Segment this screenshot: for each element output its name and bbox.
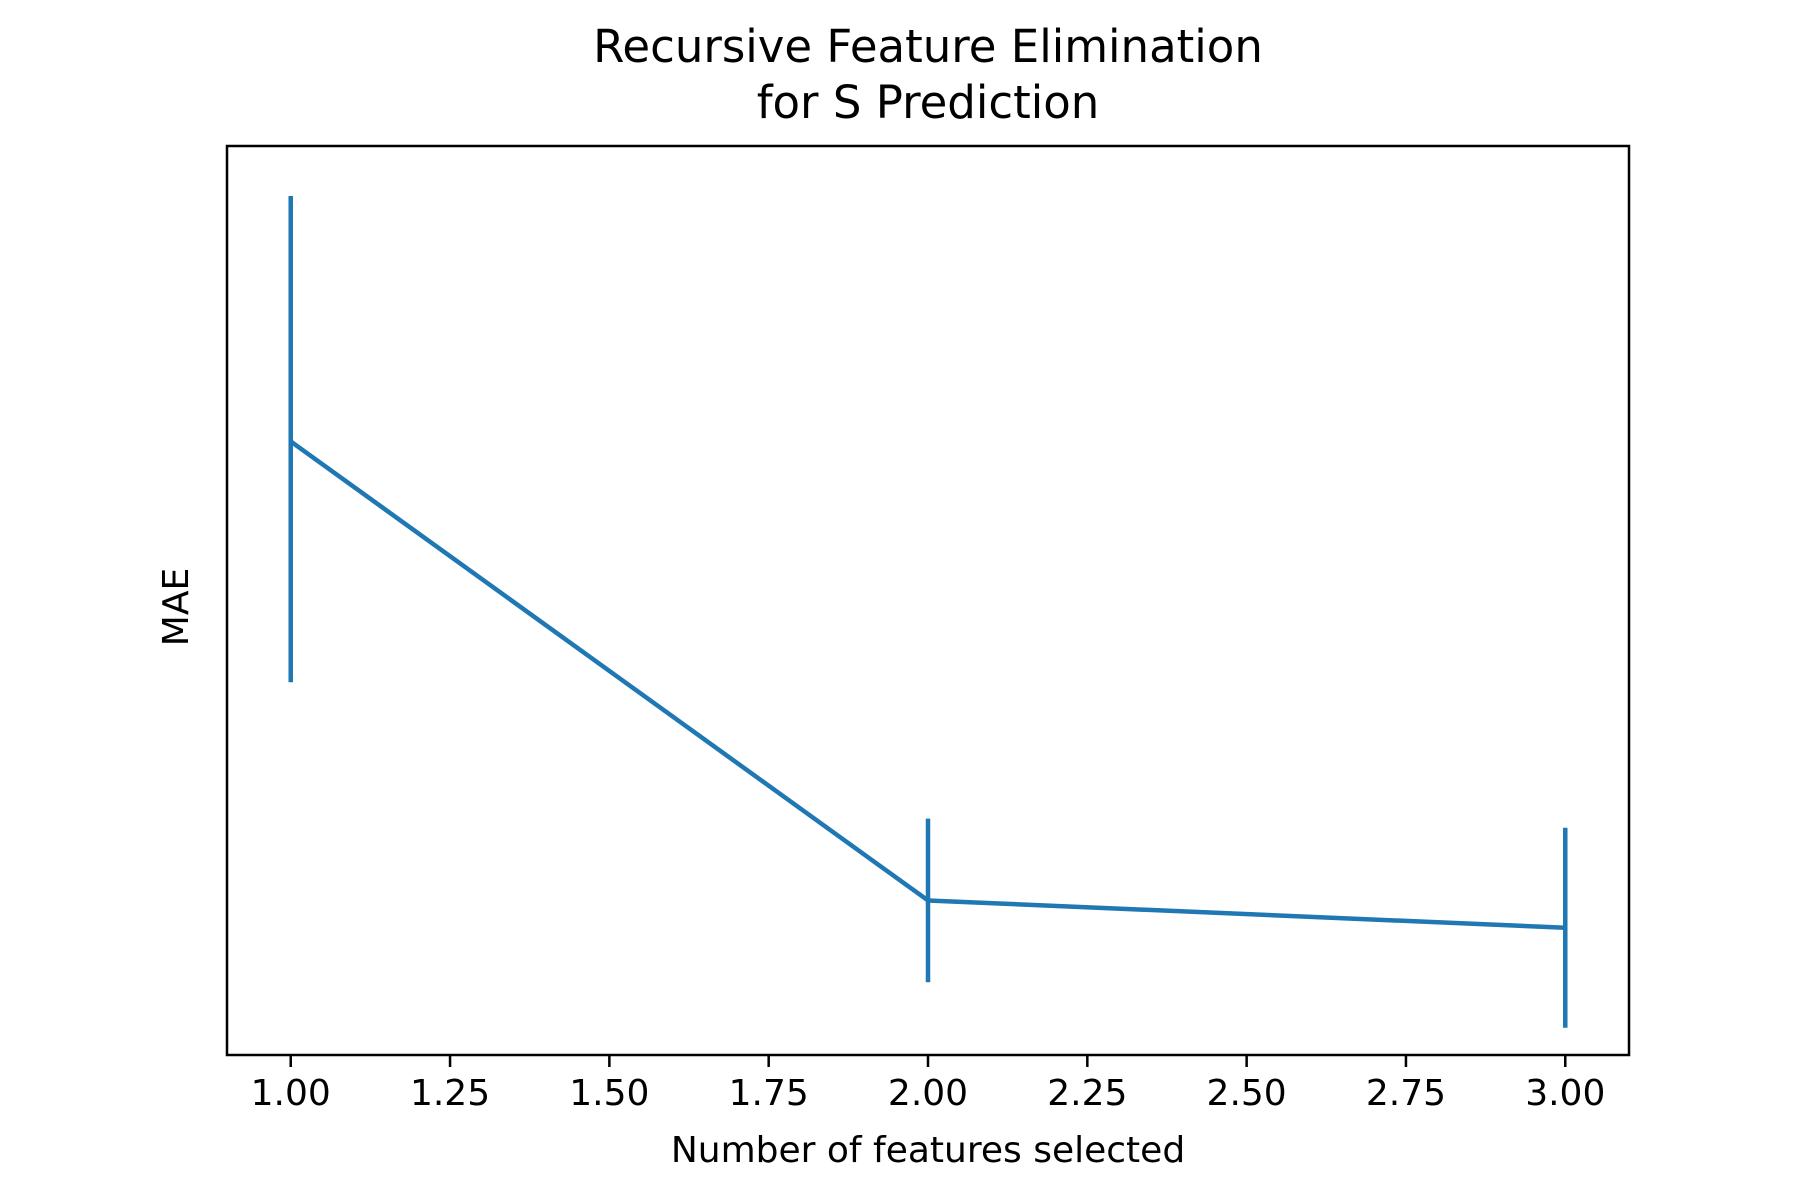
x-tick-label: 2.25 xyxy=(1047,1073,1127,1114)
y-axis-label: MAE xyxy=(156,568,197,646)
x-tick-label: 3.00 xyxy=(1525,1073,1605,1114)
x-tick-label: 2.75 xyxy=(1366,1073,1446,1114)
x-tick-label: 1.25 xyxy=(410,1073,490,1114)
x-axis-label: Number of features selected xyxy=(671,1130,1185,1171)
chart-title-line-2: for S Prediction xyxy=(757,76,1100,129)
x-tick-label: 1.75 xyxy=(729,1073,809,1114)
x-tick-label: 2.50 xyxy=(1207,1073,1287,1114)
x-tick-label: 1.50 xyxy=(569,1073,649,1114)
chart-title-line-1: Recursive Feature Elimination xyxy=(593,20,1263,73)
x-tick-label: 1.00 xyxy=(251,1073,331,1114)
x-tick-label: 2.00 xyxy=(888,1073,968,1114)
plot-area xyxy=(288,195,1568,1028)
